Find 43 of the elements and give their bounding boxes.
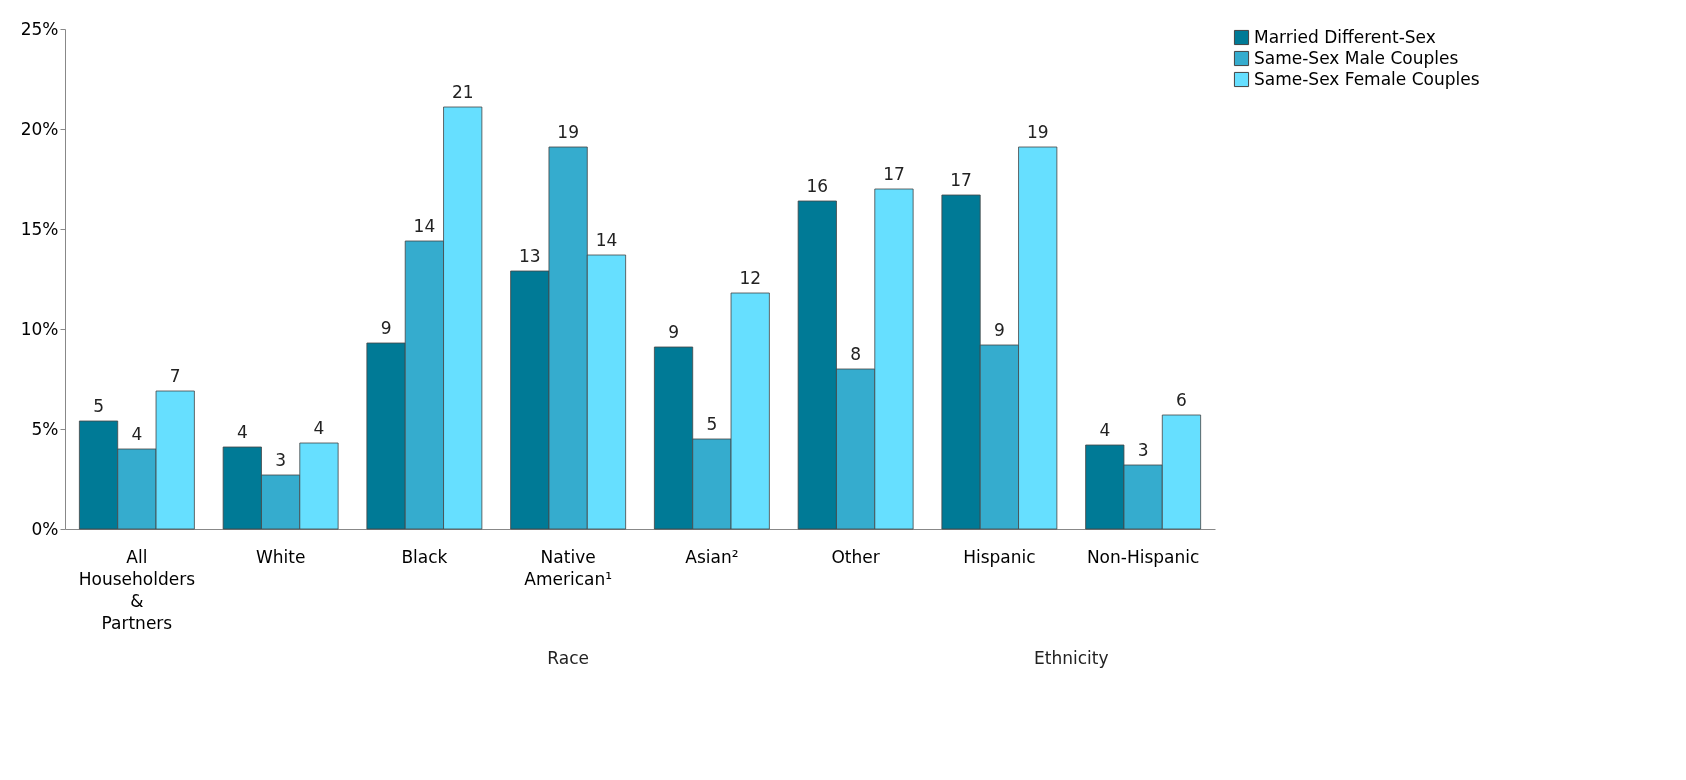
data-label: 17 [950, 170, 972, 190]
text: Ethnicity [1034, 648, 1109, 668]
data-label: 4 [131, 424, 143, 444]
data-label: 6 [1176, 390, 1187, 410]
data-label: 3 [275, 450, 287, 470]
data-label: 9 [380, 318, 392, 338]
x-tick-label: Hispanic [963, 546, 1036, 567]
data-label: 4 [236, 422, 248, 442]
x-tick-label: White [255, 546, 306, 567]
legend-label: Married Different-Sex [1254, 26, 1436, 47]
data-label: 8 [850, 344, 862, 364]
y-tick-label: 5% [31, 418, 59, 439]
data-label: 17 [883, 164, 905, 184]
data-label: 4 [1099, 420, 1111, 440]
y-tick-label: 15% [20, 218, 59, 239]
x-tick-label: Black [401, 546, 448, 567]
data-label: 12 [739, 268, 762, 288]
text: Race [547, 648, 589, 668]
data-label: 19 [557, 122, 579, 142]
x-tick-label: Other [831, 546, 880, 567]
x-tick-label: Native American¹ [524, 546, 612, 589]
data-label: 19 [1026, 122, 1049, 142]
y-tick-label: 20% [20, 118, 59, 139]
x-tick-label: Asian² [685, 546, 739, 567]
x-tick-label: All Householders & Partners [78, 546, 196, 633]
y-tick-label: 0% [31, 518, 59, 539]
data-label: 13 [518, 246, 541, 266]
legend-label: Same-Sex Male Couples [1254, 47, 1459, 68]
y-tick-label: 10% [20, 318, 59, 339]
data-label: 14 [595, 230, 618, 250]
x-tick-label: Non-Hispanic [1086, 546, 1200, 567]
data-label: 16 [806, 176, 829, 196]
legend-label: Same-Sex Female Couples [1254, 68, 1480, 89]
data-label: 4 [313, 418, 325, 438]
data-label: 3 [1137, 440, 1149, 460]
data-label: 9 [993, 320, 1005, 340]
data-label: 5 [706, 414, 718, 434]
data-label: 5 [93, 396, 104, 416]
data-label: 7 [169, 366, 181, 386]
y-tick-label: 25% [20, 18, 59, 39]
data-label: 21 [451, 82, 474, 102]
data-label: 9 [668, 322, 679, 342]
data-label: 14 [413, 216, 436, 236]
